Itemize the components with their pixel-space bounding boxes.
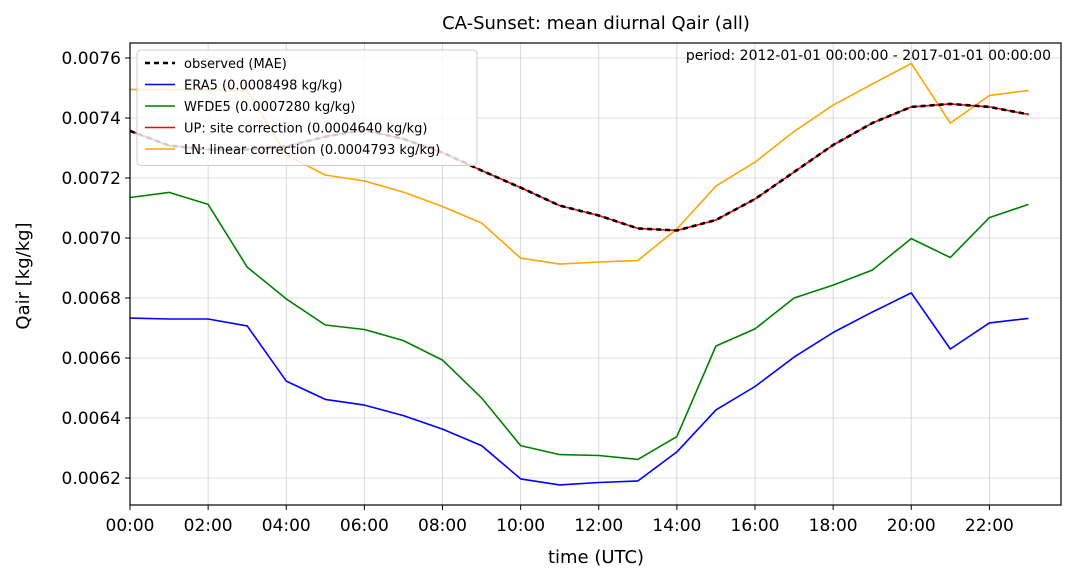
y-tick-label: 0.0070 xyxy=(62,229,121,249)
x-axis-ticks: 00:00 02:00 04:00 06:00 08:00 10:00 12:00 14:00… xyxy=(106,505,1014,536)
x-tick-label: 14:00 xyxy=(652,516,701,536)
x-tick-label: 22:00 xyxy=(965,516,1014,536)
legend-entry: WFDE5 (0.0007280 kg/kg) xyxy=(184,100,355,115)
legend-box xyxy=(136,49,478,166)
y-tick-label: 0.0062 xyxy=(62,469,121,489)
x-tick-label: 20:00 xyxy=(887,516,936,536)
series-line xyxy=(130,191,1029,461)
y-tick-label: 0.0076 xyxy=(62,49,121,69)
plot-frame xyxy=(129,42,1062,506)
legend-entry: observed (MAE) xyxy=(184,57,287,72)
y-tick-label: 0.0072 xyxy=(62,169,121,189)
legend-entry: ERA5 (0.0008498 kg/kg) xyxy=(184,79,343,94)
legend: observed (MAE) ERA5 (0.0008498 kg/kg) WFDE… xyxy=(136,49,478,166)
x-tick-label: 02:00 xyxy=(184,516,233,536)
y-axis-ticks: 0.0062 0.0064 0.0066 0.0068 0.0070 0.0072 0.00… xyxy=(62,49,130,489)
grid xyxy=(129,43,1061,505)
legend-entry: LN: linear correction (0.0004793 kg/kg) xyxy=(184,143,440,158)
x-tick-label: 04:00 xyxy=(262,516,311,536)
x-tick-label: 00:00 xyxy=(106,516,155,536)
x-tick-label: 18:00 xyxy=(809,516,858,536)
x-tick-label: 10:00 xyxy=(496,516,545,536)
x-axis-title: time (UTC) xyxy=(548,547,644,568)
chart-title: CA-Sunset: mean diurnal Qair (all) xyxy=(442,13,750,34)
series-line xyxy=(130,292,1029,486)
x-tick-label: 16:00 xyxy=(731,516,780,536)
x-tick-label: 06:00 xyxy=(340,516,389,536)
x-tick-label: 08:00 xyxy=(418,516,467,536)
y-tick-label: 0.0064 xyxy=(62,409,121,429)
legend-entry: UP: site correction (0.0004640 kg/kg) xyxy=(184,122,427,137)
y-axis-title: Qair [kg/kg] xyxy=(13,222,34,329)
y-tick-label: 0.0066 xyxy=(62,349,121,369)
y-tick-label: 0.0068 xyxy=(62,289,121,309)
y-tick-label: 0.0074 xyxy=(62,109,121,129)
series-line xyxy=(130,102,1029,232)
x-tick-label: 12:00 xyxy=(574,516,623,536)
period-annotation: period: 2012-01-01 00:00:00 - 2017-01-01… xyxy=(686,48,1051,64)
